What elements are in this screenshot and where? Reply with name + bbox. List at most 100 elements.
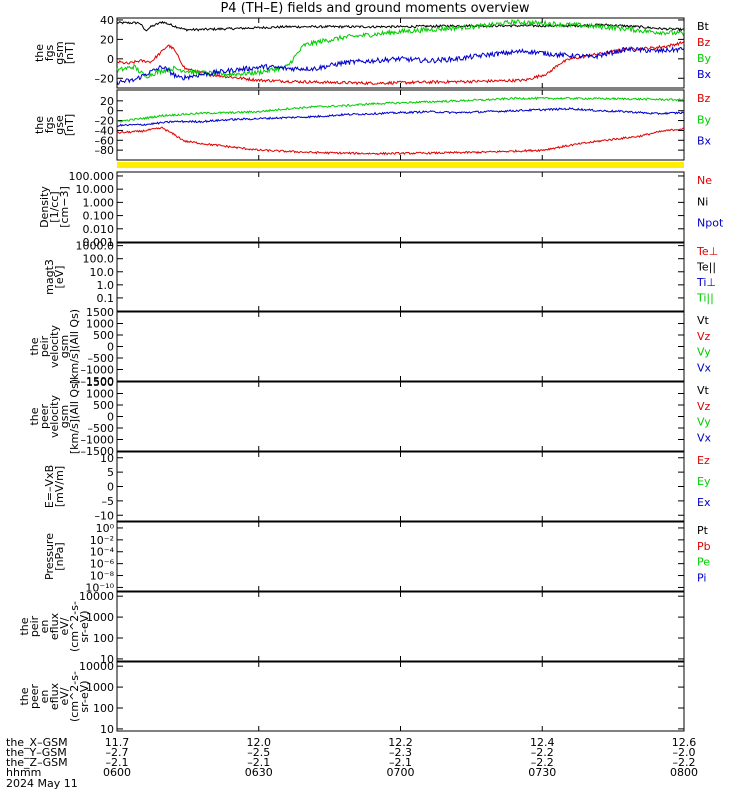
- ytick-label-density-4: 0.010: [83, 223, 115, 236]
- footer-value-3-0: 0600: [103, 766, 131, 779]
- ytick-label-peir-velocity-4: –500: [88, 352, 115, 365]
- footer-value-2-3: –2.2: [531, 756, 554, 769]
- ylabel-peer-eflux-0: the: [18, 687, 31, 705]
- ylabel-peir-velocity-1: peir: [38, 335, 51, 357]
- ytick-label-fgs-gse-3: –40: [95, 124, 115, 137]
- ytick-label-peer-velocity-2: 500: [93, 399, 114, 412]
- ylabel-peir-velocity-0: the: [28, 337, 41, 355]
- data-quality-bar: [117, 162, 684, 168]
- ytick-label-efield-4: –10: [95, 509, 115, 522]
- ytick-label-fgs-gsm-0: 40: [100, 14, 114, 27]
- ytick-label-temperature-4: 0.1: [97, 292, 115, 305]
- series-fgs-gse-Bx: [116, 107, 685, 128]
- ytick-label-pressure-5: 10⁻¹⁰: [85, 581, 114, 594]
- ylabel-fgs-gse-3: [nT]: [63, 114, 76, 136]
- ylabel-temperature-0: magt3: [43, 259, 56, 295]
- ytick-label-fgs-gse-1: 0: [107, 105, 114, 118]
- ylabel-peer-velocity-1: peer: [38, 404, 51, 430]
- footer-value-1-1: –2.5: [247, 746, 270, 759]
- ytick-label-peir-velocity-1: 1000: [86, 318, 114, 331]
- ytick-label-density-1: 10.000: [76, 183, 115, 196]
- ytick-label-pressure-3: 10⁻⁶: [90, 558, 115, 571]
- legend-pressure-Pt: Pt: [697, 524, 709, 537]
- footer-value-2-1: –2.1: [247, 756, 270, 769]
- ytick-label-peer-eflux-2: 100: [93, 702, 114, 715]
- chart-title: P4 (TH–E) fields and ground moments over…: [220, 1, 530, 16]
- legend-fgs-gse-Bx: Bx: [697, 135, 712, 148]
- ylabel-peir-eflux-2: en: [38, 620, 51, 634]
- ytick-label-peir-eflux-0: 10000: [79, 590, 114, 603]
- footer-value-1-0: –2.7: [106, 746, 129, 759]
- legend-peir-velocity-Vy: Vy: [697, 346, 711, 359]
- panel-frame-peir-velocity: [116, 311, 685, 382]
- ytick-label-peer-velocity-0: 1500: [86, 376, 114, 389]
- footer-value-3-3: 0730: [528, 766, 556, 779]
- series-fgs-gsm-Bz: [116, 40, 685, 86]
- ytick-label-pressure-4: 10⁻⁸: [90, 570, 115, 583]
- ylabel-peir-velocity-4: [km/s](All Qs): [68, 309, 81, 384]
- ytick-label-density-0: 100.000: [69, 170, 115, 183]
- series-fgs-gse-By: [116, 96, 685, 123]
- legend-peer-velocity-Vz: Vz: [697, 400, 711, 413]
- ylabel-peer-eflux-5: (cm^2-s-: [68, 671, 81, 722]
- ylabel-fgs-gsm-0: the: [33, 44, 46, 62]
- ytick-label-fgs-gsm-1: 20: [100, 33, 114, 46]
- ylabel-peir-eflux-5: (cm^2-s-: [68, 601, 81, 652]
- footer-value-0-1: 12.0: [247, 736, 272, 749]
- ytick-label-efield-3: –5: [102, 495, 115, 508]
- ytick-label-temperature-1: 100.0: [83, 253, 115, 266]
- series-fgs-gsm-By: [116, 19, 685, 79]
- ytick-label-fgs-gse-0: 20: [100, 95, 114, 108]
- ytick-label-density-2: 1.000: [83, 196, 115, 209]
- footer-value-0-3: 12.4: [530, 736, 555, 749]
- legend-peer-velocity-Vx: Vx: [697, 431, 712, 444]
- panel-frame-peer-eflux: [116, 661, 685, 732]
- footer-value-3-2: 0700: [387, 766, 415, 779]
- ytick-label-density-5: 0.001: [83, 236, 115, 249]
- legend-efield-Ey: Ey: [697, 475, 711, 488]
- ylabel-pressure-0: Pressure: [43, 533, 56, 580]
- footer-label-0: the_X–GSM: [6, 736, 68, 749]
- ytick-label-fgs-gse-4: –60: [95, 134, 115, 147]
- ytick-label-peer-velocity-1: 1000: [86, 388, 114, 401]
- ylabel-pressure-1: [nPa]: [53, 542, 66, 570]
- ytick-label-peir-eflux-3: 10: [100, 653, 114, 666]
- ytick-label-temperature-3: 1.0: [97, 279, 115, 292]
- panel-frame-density: [116, 171, 685, 243]
- ylabel-peir-velocity-3: gsm: [58, 335, 71, 358]
- legend-efield-Ex: Ex: [697, 496, 711, 509]
- footer-value-1-3: –2.2: [531, 746, 554, 759]
- legend-fgs-gse-By: By: [697, 113, 712, 126]
- ytick-label-peir-eflux-1: 1000: [86, 611, 114, 624]
- footer-value-3-4: 0800: [670, 766, 698, 779]
- ytick-label-peer-velocity-5: –1000: [81, 434, 115, 447]
- ytick-label-peer-eflux-3: 10: [100, 723, 114, 736]
- ytick-label-peir-velocity-3: 0: [107, 341, 114, 354]
- legend-peer-velocity-Vy: Vy: [697, 416, 711, 429]
- ylabel-peir-eflux-1: peir: [28, 615, 41, 637]
- footer-value-2-4: –2.2: [673, 756, 696, 769]
- footer-value-2-0: –2.1: [106, 756, 129, 769]
- ytick-label-pressure-0: 10⁰: [96, 522, 115, 535]
- ytick-label-pressure-2: 10⁻⁴: [90, 546, 115, 559]
- ylabel-peer-eflux-4: eV/: [58, 687, 71, 705]
- legend-fgs-gse-Bz: Bz: [697, 92, 711, 105]
- footer-label-2: the_Z–GSM: [6, 756, 68, 769]
- ytick-label-peir-eflux-2: 100: [93, 632, 114, 645]
- ylabel-density-0: Density: [38, 186, 51, 228]
- series-fgs-gse-Bz: [116, 126, 685, 156]
- ylabel-peer-velocity-4: [km/s](All Qs): [68, 379, 81, 454]
- ytick-label-peir-velocity-5: –1000: [81, 364, 115, 377]
- legend-pressure-Pe: Pe: [697, 556, 710, 569]
- ylabel-peir-eflux-4: eV/: [58, 617, 71, 635]
- ytick-label-fgs-gsm-3: –20: [95, 72, 115, 85]
- ylabel-peer-velocity-2: velocity: [48, 395, 61, 438]
- legend-fgs-gsm-By: By: [697, 52, 712, 65]
- legend-pressure-Pi: Pi: [697, 571, 706, 584]
- ytick-label-peir-velocity-2: 500: [93, 329, 114, 342]
- ylabel-fgs-gse-0: the: [33, 116, 46, 134]
- ytick-label-fgs-gse-5: –80: [95, 144, 115, 157]
- legend-fgs-gsm-Bz: Bz: [697, 36, 711, 49]
- series-fgs-gsm-Bx: [116, 45, 685, 86]
